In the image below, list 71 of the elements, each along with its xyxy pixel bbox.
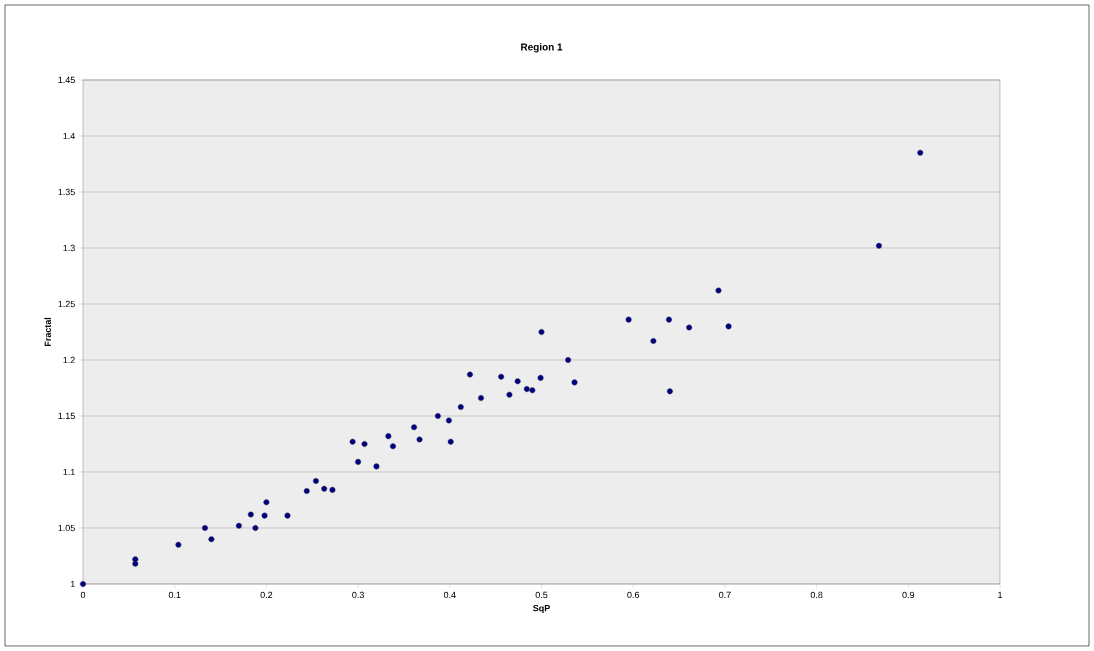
y-tick-label: 1.3 <box>63 244 75 252</box>
y-tick-label: 1.25 <box>58 300 75 308</box>
point <box>514 378 521 385</box>
chart-title: Region 1 <box>521 43 563 53</box>
point <box>457 404 464 411</box>
point <box>252 524 259 531</box>
x-tick-label: 0.3 <box>352 591 364 599</box>
point <box>132 556 139 563</box>
y-tick-label: 1.45 <box>58 76 75 84</box>
point <box>445 417 452 424</box>
point <box>538 328 545 335</box>
x-tick-label: 0.6 <box>627 591 640 599</box>
point <box>565 356 572 363</box>
y-tick-label: 1.2 <box>63 356 75 364</box>
point <box>385 433 392 440</box>
point <box>349 438 356 445</box>
x-tick-label: 0 <box>80 591 86 599</box>
point <box>477 395 484 402</box>
point <box>389 443 396 450</box>
x-tick-label: 0.8 <box>810 591 823 599</box>
point <box>686 324 693 331</box>
y-tick-label: 1.4 <box>63 132 75 140</box>
x-tick-label: 0.4 <box>443 591 456 599</box>
point <box>284 512 291 519</box>
point <box>725 323 732 330</box>
point <box>447 438 454 445</box>
point <box>523 386 530 393</box>
x-tick-label: 0.5 <box>535 591 548 599</box>
point <box>261 512 268 519</box>
point <box>321 485 328 492</box>
point <box>411 424 418 431</box>
point <box>263 499 270 506</box>
point <box>529 387 536 394</box>
point <box>875 242 882 249</box>
y-tick-label: 1.35 <box>58 188 75 196</box>
point <box>650 337 657 344</box>
point <box>312 477 319 484</box>
y-tick-label: 1 <box>70 580 75 588</box>
point <box>416 436 423 443</box>
point <box>466 371 473 378</box>
point <box>355 458 362 465</box>
point <box>303 488 310 495</box>
point <box>247 511 254 518</box>
x-tick-label: 0.7 <box>719 591 731 599</box>
point <box>625 316 632 323</box>
point <box>373 463 380 470</box>
point <box>571 379 578 386</box>
x-tick-label: 0.1 <box>168 591 181 599</box>
y-tick-label: 1.05 <box>58 524 75 532</box>
point <box>715 287 722 294</box>
x-tick-label: 1 <box>998 591 1003 598</box>
point <box>665 316 672 323</box>
point <box>235 522 242 529</box>
y-tick-label: 1.15 <box>58 412 75 420</box>
point <box>506 391 513 398</box>
point <box>361 440 368 447</box>
point <box>537 374 544 381</box>
point <box>498 373 505 380</box>
x-axis-title: SqP <box>533 604 550 614</box>
point <box>80 580 87 587</box>
point <box>201 524 208 531</box>
y-axis-title: Fractal <box>44 317 51 347</box>
x-tick-label: 0.2 <box>260 591 273 599</box>
point <box>917 149 924 156</box>
x-tick-label: 0.9 <box>902 591 915 599</box>
point <box>434 412 441 419</box>
point <box>666 388 673 395</box>
point <box>329 486 336 493</box>
point <box>208 536 215 543</box>
point <box>175 541 182 548</box>
y-tick-label: 1.1 <box>63 468 75 476</box>
